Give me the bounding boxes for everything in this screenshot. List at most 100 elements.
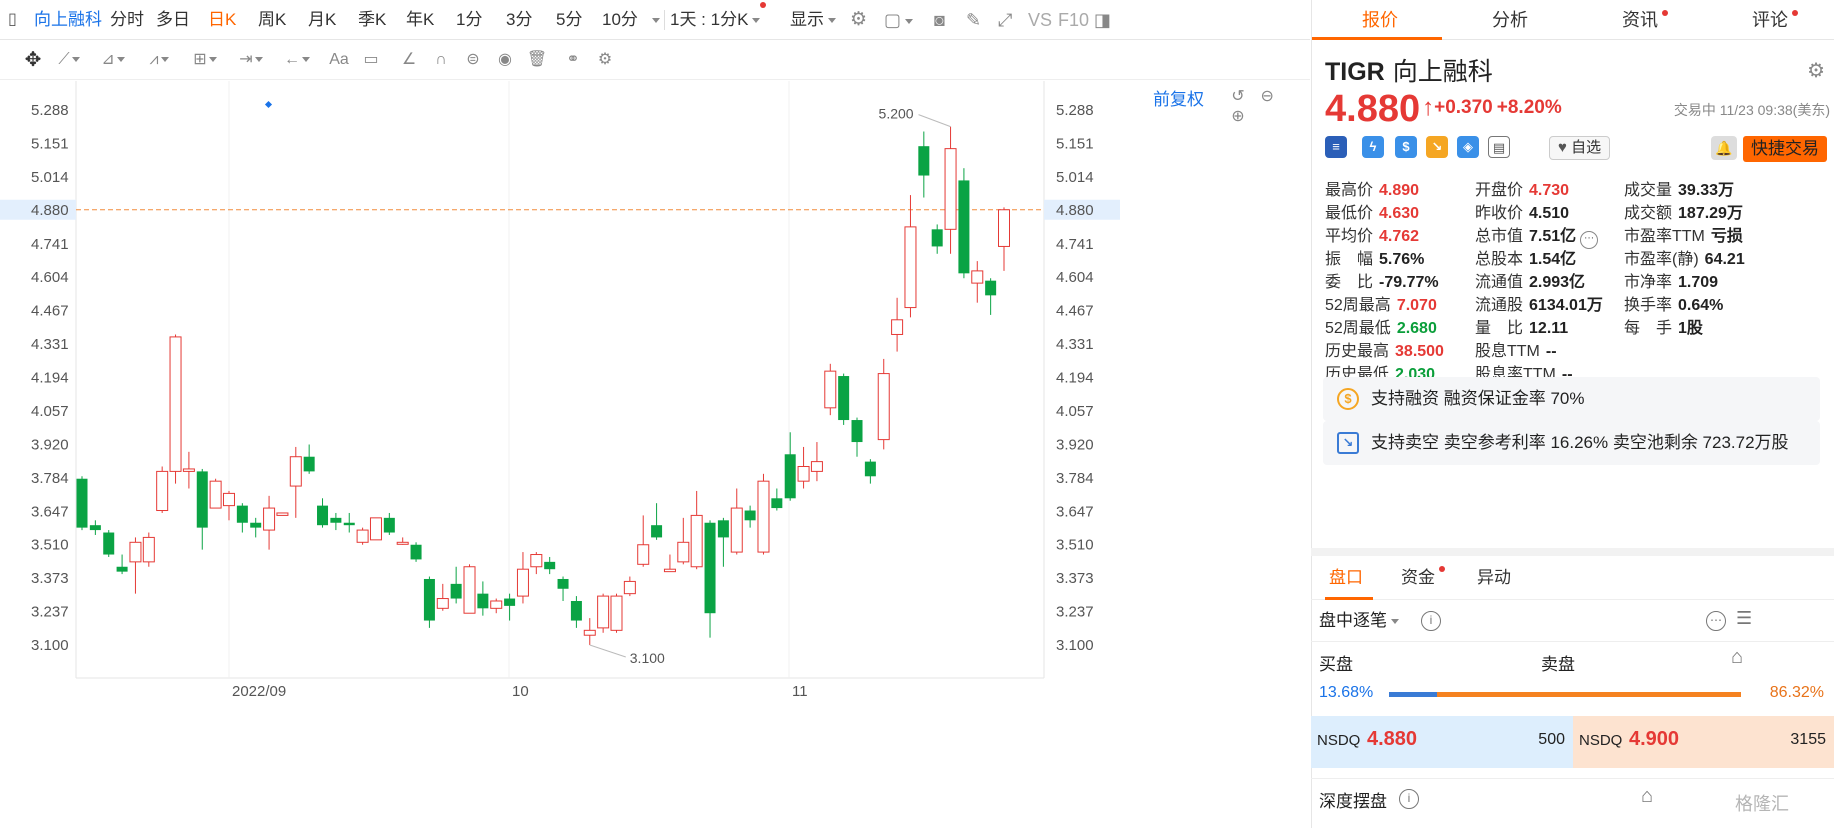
tab-quote[interactable]: 报价 — [1362, 10, 1398, 30]
channel-tool-icon[interactable]: ⊿ — [100, 48, 126, 72]
link-icon[interactable]: ⚭ — [566, 51, 580, 68]
y-tick-label-right: 3.100 — [1056, 637, 1094, 654]
draw-settings-icon[interactable]: ⚙ — [597, 51, 613, 68]
high-annotation-line — [918, 114, 951, 128]
f10-button[interactable]: F10 — [1058, 10, 1090, 30]
adjustment-toggle[interactable]: 前复权 — [1153, 90, 1204, 109]
measure-tool-icon[interactable]: ⇥ — [238, 48, 264, 72]
report-icon[interactable]: ▤ — [1488, 136, 1510, 158]
candle-body — [450, 583, 462, 599]
chart-canvas[interactable]: 5.288 5.288 5.151 5.151 5.014 5.014 4.880 4.741… — [0, 81, 1310, 828]
trend-icon[interactable]: ↘ — [1426, 136, 1448, 158]
tab-comments-label: 评论 — [1752, 10, 1788, 30]
panel-toggle-icon[interactable]: ◨ — [1094, 10, 1112, 30]
gear-icon[interactable]: ⚙ — [1807, 60, 1825, 82]
bell-icon[interactable]: 🔔 — [1711, 136, 1737, 160]
tab-comments[interactable]: 评论 — [1752, 0, 1798, 40]
undo-icon[interactable]: ↺ — [1231, 88, 1245, 105]
list-icon[interactable]: ☰ — [1736, 608, 1753, 628]
tab-year-k[interactable]: 年K — [406, 10, 435, 29]
margin-banner[interactable]: $ 支持融资 融资保证金率 70% — [1323, 377, 1820, 421]
more-icon[interactable]: ⋯ — [1580, 231, 1599, 249]
tab-3min[interactable]: 3分 — [506, 10, 533, 29]
short-banner[interactable]: ↘ 支持卖空 卖空参考利率 16.26% 卖空池剩余 723.72万股 — [1323, 421, 1820, 465]
display-dropdown[interactable]: 显示 — [790, 0, 836, 40]
tab-quarter-k[interactable]: 季K — [358, 10, 387, 29]
candle-body — [958, 180, 970, 274]
camera-icon[interactable]: ◙ — [934, 10, 945, 30]
tab-multiday[interactable]: 多日 — [156, 10, 190, 29]
candle-body — [677, 541, 690, 563]
dollar-icon[interactable]: $ — [1395, 136, 1417, 158]
candle-body — [784, 454, 796, 499]
tick-header: 盘中逐笔 i ⋯ ☰ — [1311, 600, 1834, 642]
info-icon[interactable]: i — [1421, 611, 1441, 631]
sell-label: 卖盘 — [1541, 655, 1575, 674]
move-cursor-icon[interactable]: ✥ — [24, 49, 42, 71]
tab-orderbook[interactable]: 盘口 — [1329, 568, 1363, 587]
interval-dropdown[interactable]: 10分 — [602, 0, 660, 40]
best-ask[interactable]: NSDQ 4.900 3155 — [1573, 716, 1834, 768]
candle-body — [303, 456, 315, 472]
fast-trade-button[interactable]: 快捷交易 — [1743, 136, 1827, 162]
tab-fenshi[interactable]: 分时 — [110, 10, 144, 29]
magnet-icon[interactable]: ∩ — [435, 51, 447, 68]
add-watchlist-button[interactable]: ♥ 自选 — [1549, 136, 1611, 160]
candle-body — [436, 598, 449, 609]
x-tick-label: 11 — [792, 683, 808, 700]
arrow-tool-icon[interactable]: ← — [284, 48, 310, 72]
comment-tool-icon[interactable]: ▭ — [363, 51, 379, 68]
tab-1min[interactable]: 1分 — [456, 10, 483, 29]
tab-capital[interactable]: 资金 — [1401, 556, 1445, 600]
tab-news[interactable]: 资讯 — [1622, 0, 1668, 40]
candle-body — [356, 529, 369, 543]
eraser-tool-icon[interactable]: ∠ — [401, 51, 417, 68]
text-tool-icon[interactable]: Aa — [329, 51, 349, 68]
tab-analysis[interactable]: 分析 — [1492, 10, 1528, 30]
pencil-icon[interactable]: ✎ — [966, 10, 982, 30]
layout-icon[interactable]: ▢ — [884, 0, 914, 40]
stat-item: 股息TTM -- — [1475, 340, 1557, 363]
tick-dropdown[interactable]: 盘中逐笔 — [1319, 600, 1399, 642]
tag-icon[interactable]: ◈ — [1457, 136, 1479, 158]
zoom-out-icon[interactable]: ⊖ — [1260, 88, 1274, 105]
stat-value: 4.730 — [1529, 182, 1570, 199]
best-bid[interactable]: NSDQ 4.880 500 — [1311, 716, 1573, 768]
display-label: 显示 — [790, 10, 824, 29]
stat-value: 亏损 — [1710, 228, 1743, 245]
sidebar-toggle-icon[interactable]: ▯ — [8, 11, 17, 28]
depth-title: 深度摆盘 — [1319, 792, 1387, 811]
fullscreen-icon[interactable]: ⤢ — [998, 10, 1013, 30]
trash-icon[interactable]: 🗑 — [526, 51, 548, 68]
stat-label: 振 幅 — [1325, 251, 1374, 268]
bank-icon[interactable]: ⌂ — [1641, 785, 1654, 807]
zoom-in-icon[interactable]: ⊕ — [1231, 108, 1245, 125]
tab-5min[interactable]: 5分 — [556, 10, 583, 29]
vs-button[interactable]: VS — [1028, 10, 1053, 30]
stock-name-link[interactable]: 向上融科 — [34, 10, 102, 29]
candle-body — [530, 554, 543, 568]
bank-icon[interactable]: ⌂ — [1731, 646, 1744, 668]
eye-icon[interactable]: ◉ — [498, 51, 512, 68]
info-icon[interactable]: i — [1399, 789, 1419, 809]
sync-icon[interactable]: ⊜ — [466, 51, 480, 68]
y-tick-label-left: 4.057 — [31, 403, 69, 420]
tab-anomaly[interactable]: 异动 — [1477, 568, 1511, 587]
flash-icon[interactable]: ϟ — [1362, 136, 1384, 158]
tab-week-k[interactable]: 周K — [258, 10, 287, 29]
tab-day-k[interactable]: 日K — [208, 10, 237, 29]
y-tick-label-left: 5.288 — [31, 102, 69, 119]
stat-label: 流通股 — [1475, 297, 1524, 314]
more-icon[interactable]: ⋯ — [1706, 611, 1726, 631]
stat-label: 成交量 — [1624, 182, 1673, 199]
candle-body — [89, 525, 101, 531]
settings-icon[interactable]: ⚙ — [850, 9, 868, 30]
y-tick-label-left: 4.467 — [31, 303, 69, 320]
wave-tool-icon[interactable]: ⩘ — [146, 48, 172, 72]
period-dropdown[interactable]: 1天 : 1分K — [670, 0, 767, 40]
candlestick-chart[interactable]: 5.288 5.288 5.151 5.151 5.014 5.014 4.880 4.741… — [0, 81, 1310, 828]
fib-tool-icon[interactable]: ⊞ — [192, 48, 218, 72]
tab-month-k[interactable]: 月K — [308, 10, 337, 29]
candle-body — [276, 512, 289, 516]
line-tool-icon[interactable]: ⟋ — [56, 48, 82, 72]
